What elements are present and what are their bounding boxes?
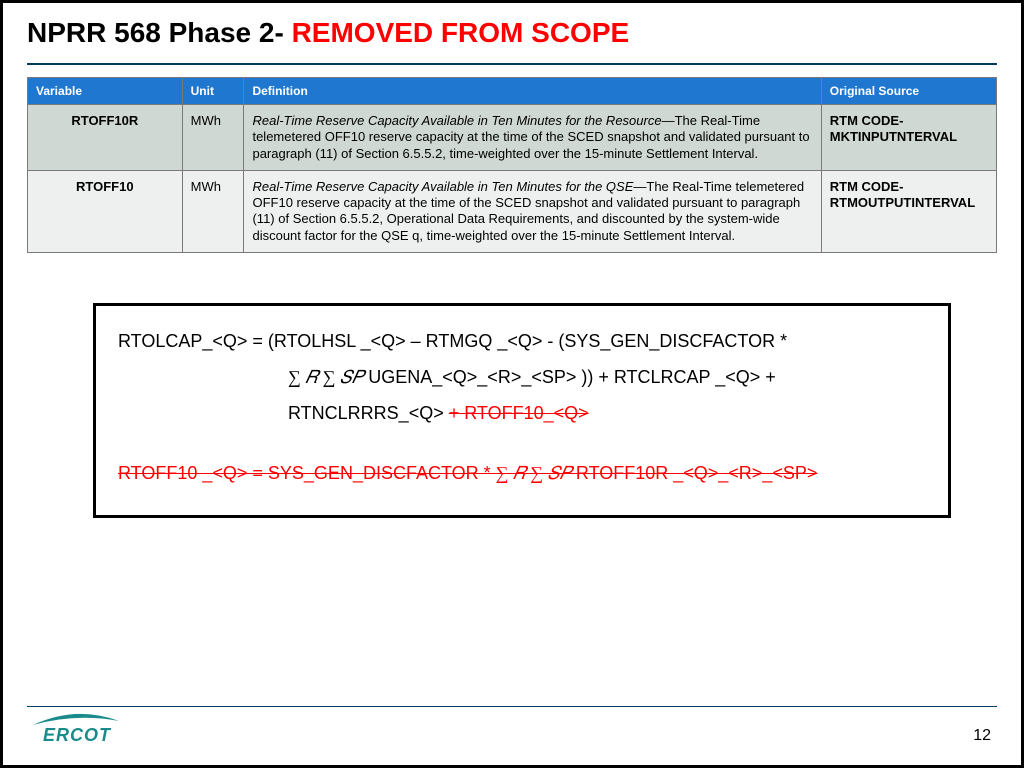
col-variable: Variable xyxy=(28,78,183,105)
formula-sum-2: ∑ 𝑅 ∑ 𝑆𝑃 xyxy=(496,463,576,483)
formula-spacer xyxy=(118,432,926,454)
cell-definition: Real-Time Reserve Capacity Available in … xyxy=(244,105,821,171)
cell-unit: MWh xyxy=(182,170,244,252)
def-italic-part: Real-Time Reserve Capacity Available in … xyxy=(252,179,633,194)
table-header-row: Variable Unit Definition Original Source xyxy=(28,78,997,105)
formula-box: RTOLCAP_<Q> = (RTOLHSL _<Q> – RTMGQ _<Q>… xyxy=(93,303,951,518)
cell-variable: RTOFF10 xyxy=(28,170,183,252)
slide-container: NPRR 568 Phase 2- REMOVED FROM SCOPE Var… xyxy=(0,0,1024,768)
page-number: 12 xyxy=(973,727,991,745)
formula-line-2-rest: UGENA_<Q>_<R>_<SP> )) + RTCLRCAP _<Q> + xyxy=(368,367,776,387)
formula-line-4b: RTOFF10R _<Q>_<R>_<SP> xyxy=(576,463,817,483)
cell-unit: MWh xyxy=(182,105,244,171)
formula-line-1: RTOLCAP_<Q> = (RTOLHSL _<Q> – RTMGQ _<Q>… xyxy=(118,324,926,358)
formula-line-3-plain: RTNCLRRRS_<Q> xyxy=(288,403,449,423)
cell-source: RTM CODE-MKTINPUTNTERVAL xyxy=(821,105,996,171)
title-block: NPRR 568 Phase 2- REMOVED FROM SCOPE xyxy=(3,3,1021,57)
definitions-table: Variable Unit Definition Original Source… xyxy=(27,77,997,253)
formula-line-2: ∑ 𝑅 ∑ 𝑆𝑃 UGENA_<Q>_<R>_<SP> )) + RTCLRCA… xyxy=(118,360,926,394)
formula-sum-1: ∑ 𝑅 ∑ 𝑆𝑃 xyxy=(288,367,368,387)
col-definition: Definition xyxy=(244,78,821,105)
title-part-red: REMOVED FROM SCOPE xyxy=(292,17,630,48)
ercot-logo: ERCOT xyxy=(31,711,121,751)
footer-rule xyxy=(27,706,997,707)
title-underline xyxy=(27,63,997,65)
col-source: Original Source xyxy=(821,78,996,105)
formula-line-4a: RTOFF10 _<Q> = SYS_GEN_DISCFACTOR * xyxy=(118,463,496,483)
table-row: RTOFF10 MWh Real-Time Reserve Capacity A… xyxy=(28,170,997,252)
formula-line-3: RTNCLRRRS_<Q> + RTOFF10_<Q> xyxy=(118,396,926,430)
table-row: RTOFF10R MWh Real-Time Reserve Capacity … xyxy=(28,105,997,171)
cell-definition: Real-Time Reserve Capacity Available in … xyxy=(244,170,821,252)
col-unit: Unit xyxy=(182,78,244,105)
cell-variable: RTOFF10R xyxy=(28,105,183,171)
def-italic-part: Real-Time Reserve Capacity Available in … xyxy=(252,113,661,128)
logo-text: ERCOT xyxy=(43,725,111,746)
formula-line-4: RTOFF10 _<Q> = SYS_GEN_DISCFACTOR * ∑ 𝑅 … xyxy=(118,456,926,490)
formula-line-3-strike: + RTOFF10_<Q> xyxy=(449,403,589,423)
cell-source: RTM CODE-RTMOUTPUTINTERVAL xyxy=(821,170,996,252)
title-part-black: NPRR 568 Phase 2- xyxy=(27,17,292,48)
